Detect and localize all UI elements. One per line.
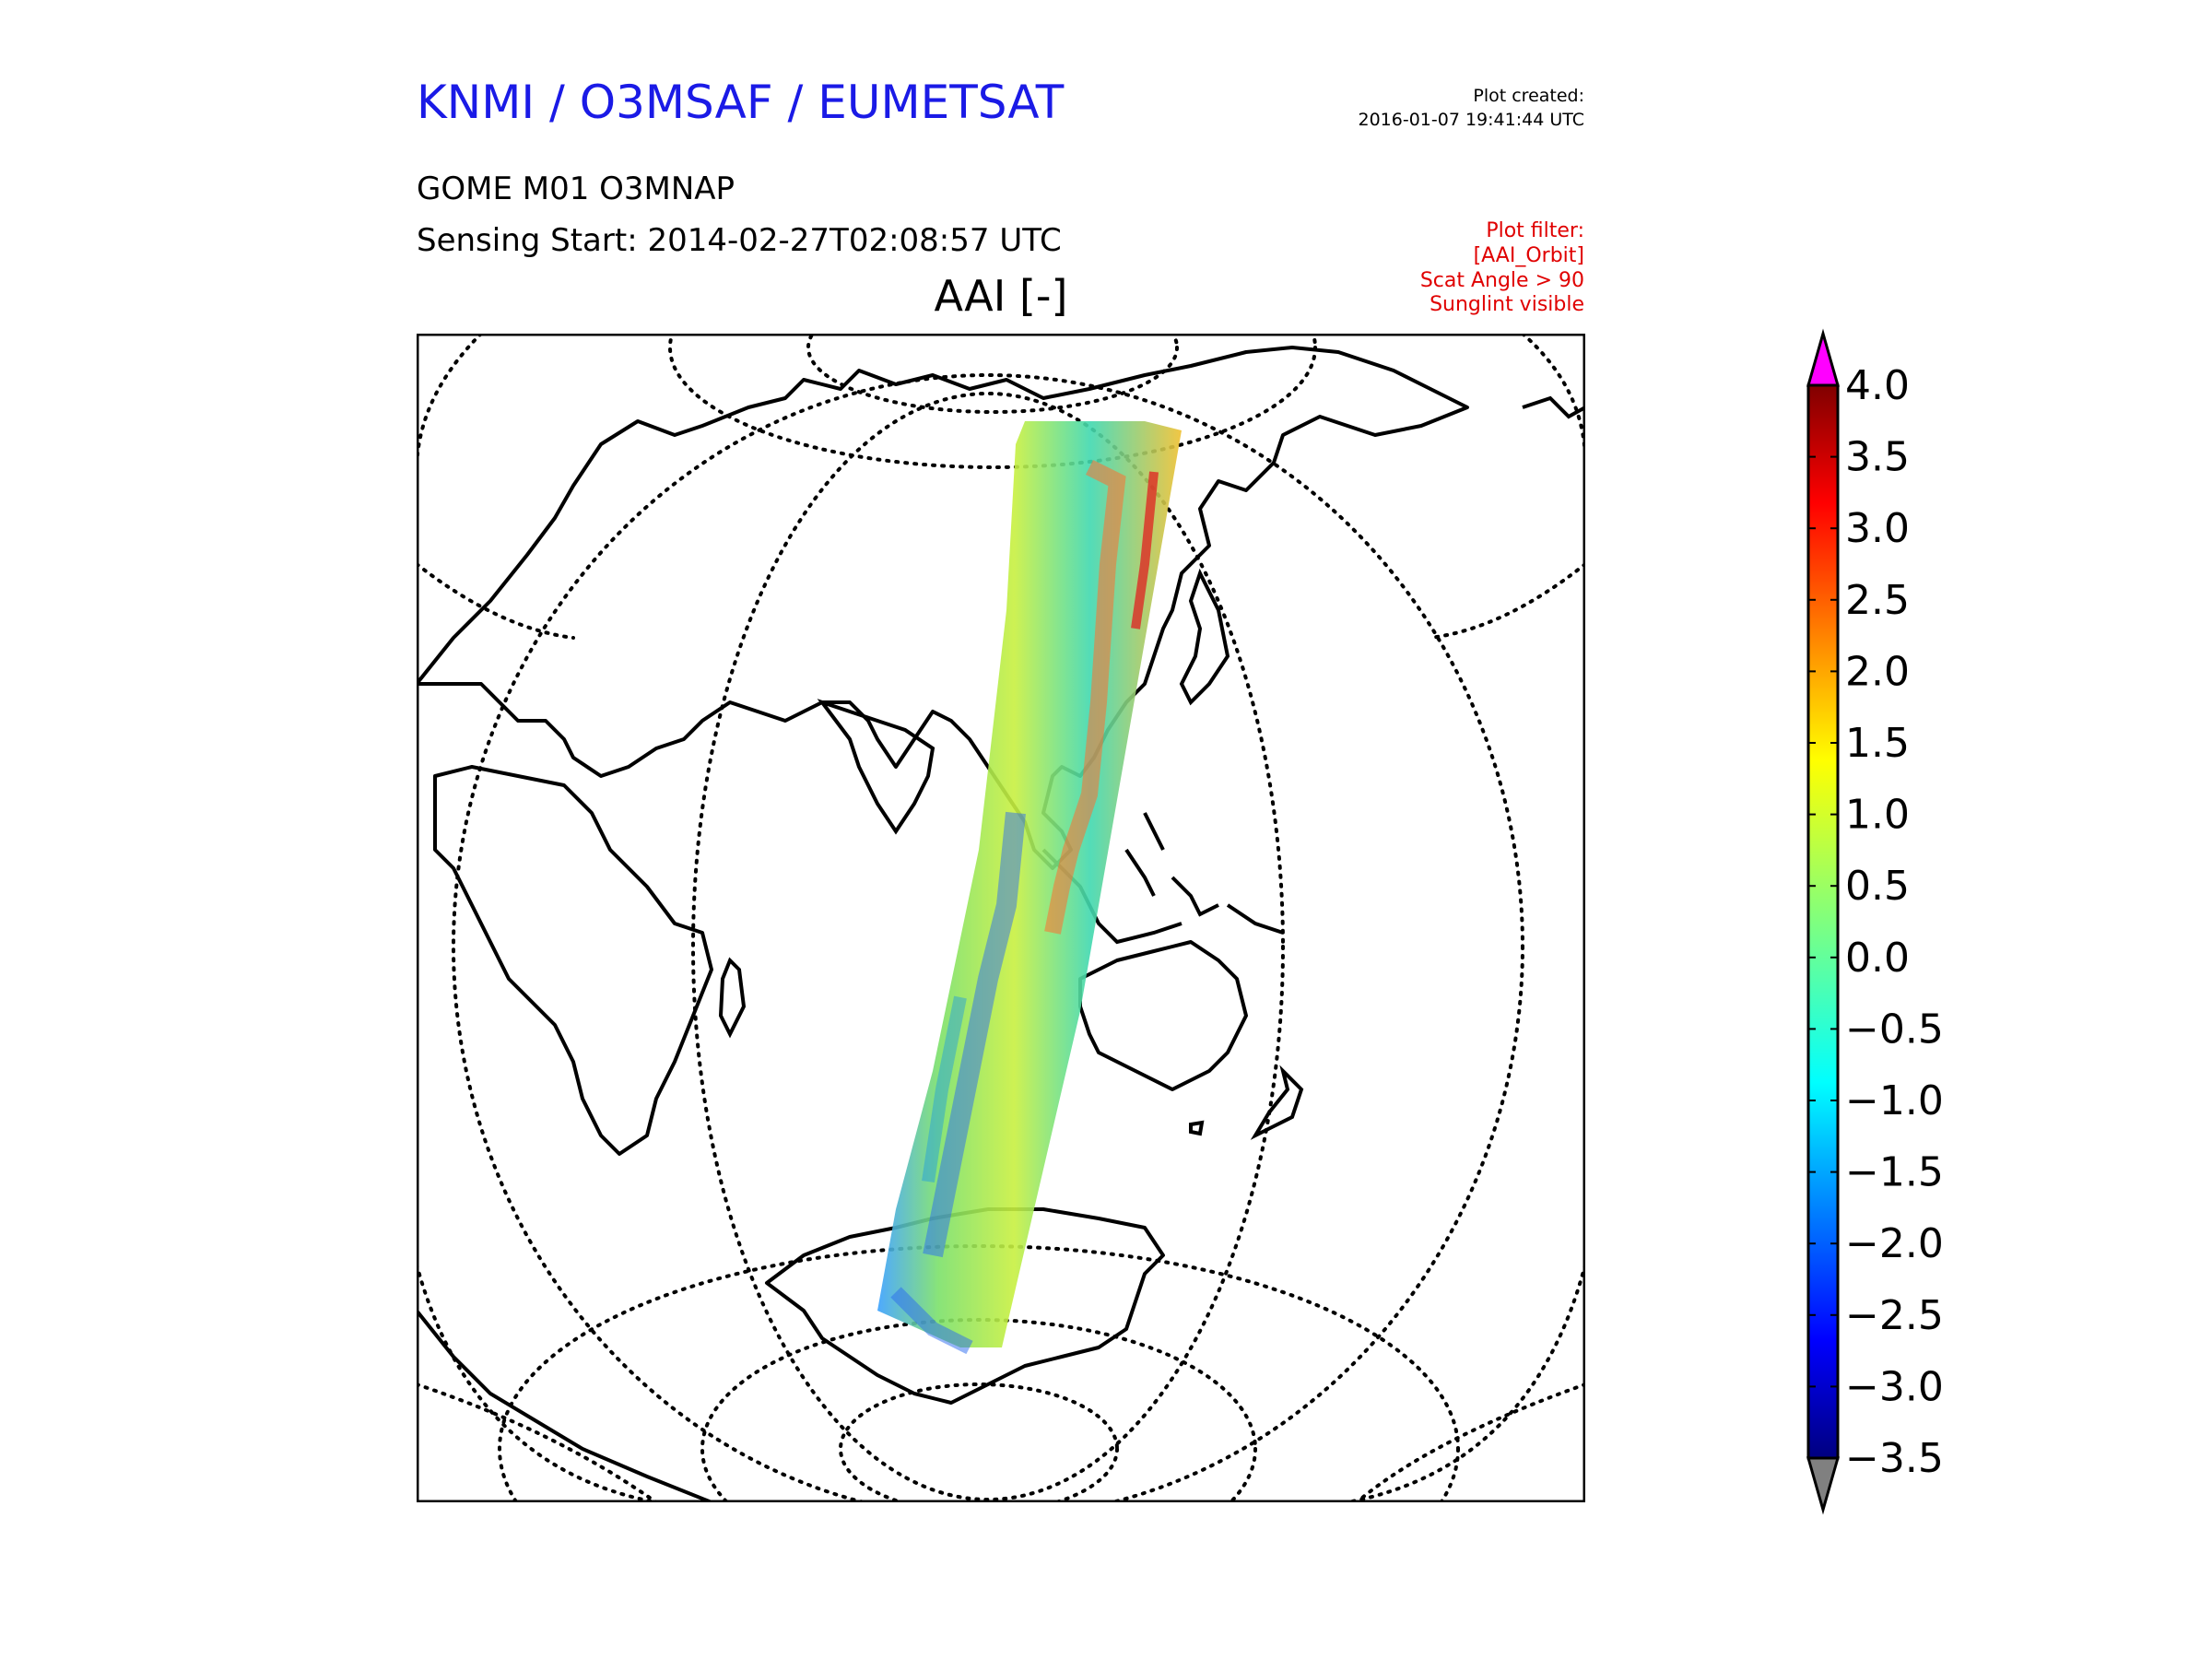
colorbar-tick-label: 0.0 — [1845, 935, 1910, 982]
island-madagascar — [718, 957, 747, 1039]
graticule — [417, 334, 1585, 1502]
plot-created-info: Plot created: 2016-01-07 19:41:44 UTC — [1359, 85, 1585, 132]
colorbar-tick-label: 2.5 — [1845, 577, 1910, 624]
aai-swath — [877, 421, 1182, 1355]
colorbar-tick-label: 3.0 — [1845, 505, 1910, 552]
product-name: GOME M01 O3MNAP — [417, 171, 735, 207]
colorbar-under-extension — [1806, 1456, 1840, 1515]
plot-filter-line: [AAI_Orbit] — [1473, 243, 1584, 267]
plot-created-value: 2016-01-07 19:41:44 UTC — [1358, 109, 1585, 130]
map-panel — [417, 334, 1585, 1502]
colorbar-tick-label: −2.5 — [1845, 1292, 1944, 1339]
colorbar-tick-label: 0.5 — [1845, 863, 1910, 910]
island-japan — [1179, 568, 1230, 706]
colorbar-tick-label: 4.0 — [1845, 362, 1910, 409]
colorbar-tick-label: −2.0 — [1845, 1220, 1944, 1267]
continent-africa — [433, 765, 713, 1156]
map-title: AAI [-] — [934, 271, 1068, 321]
sensing-start: Sensing Start: 2014-02-27T02:08:57 UTC — [417, 222, 1062, 259]
region-alaska — [1522, 395, 1585, 419]
colorbar-tick-label: −3.0 — [1845, 1363, 1944, 1410]
organization-title: KNMI / O3MSAF / EUMETSAT — [417, 76, 1065, 129]
colorbar-gradient — [1806, 383, 1840, 1460]
plot-created-label: Plot created: — [1473, 86, 1584, 106]
plot-filter-line: Scat Angle > 90 — [1419, 268, 1584, 292]
colorbar-over-extension — [1806, 328, 1840, 387]
antarctic-coast-west — [417, 1309, 712, 1502]
colorbar-tick-label: 1.5 — [1845, 720, 1910, 767]
plot-filter-line: Plot filter: — [1486, 219, 1584, 242]
colorbar-tick-label: −1.0 — [1845, 1077, 1944, 1124]
colorbar-tick-label: −1.5 — [1845, 1149, 1944, 1196]
colorbar-tick-label: −3.5 — [1845, 1435, 1944, 1482]
colorbar: 4.0 3.5 3.0 2.5 2.0 1.5 1.0 0.5 0.0 −0.5 −1.0 −1.5 −… — [1806, 328, 1944, 1515]
island-tasmania — [1189, 1120, 1205, 1136]
colorbar-tick-label: 1.0 — [1845, 792, 1910, 839]
continent-eurasia — [417, 346, 1469, 870]
plot-filter: Plot filter: [AAI_Orbit] Scat Angle > 90… — [1420, 219, 1584, 318]
colorbar-tick-label: 3.5 — [1845, 434, 1910, 481]
colorbar-ticks: 4.0 3.5 3.0 2.5 2.0 1.5 1.0 0.5 0.0 −0.5 −1.0 −1.5 −… — [1808, 362, 1944, 1482]
plot-filter-line: Sunglint visible — [1430, 293, 1584, 317]
islands-indonesia — [1041, 812, 1284, 945]
colorbar-tick-label: −0.5 — [1845, 1006, 1944, 1053]
continent-australia — [1078, 940, 1248, 1091]
region-india — [817, 699, 935, 835]
island-new-zealand — [1250, 1065, 1304, 1140]
colorbar-tick-label: 2.0 — [1845, 648, 1910, 695]
